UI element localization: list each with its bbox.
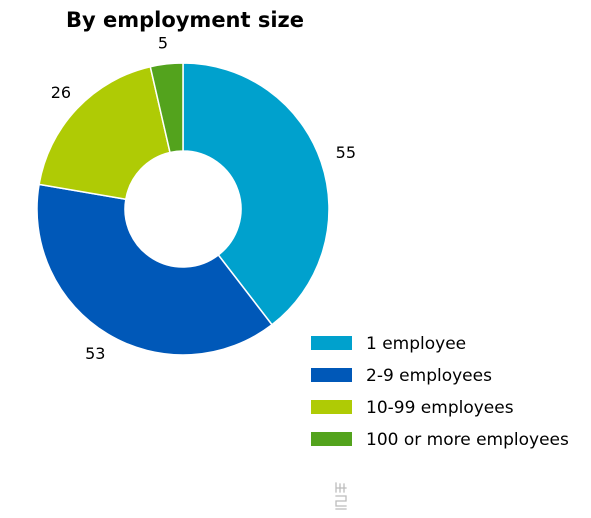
slice-10-99-employees <box>38 65 171 201</box>
legend-swatch-100-or-more-employees <box>311 432 352 446</box>
data-labels: 55 53 26 5 <box>51 34 356 364</box>
data-label-10-99-employees: 26 <box>51 83 71 102</box>
cbs-logo-icon <box>335 482 347 510</box>
chart-title: By employment size <box>66 8 304 32</box>
data-label-100-or-more-employees: 5 <box>158 34 168 53</box>
legend-label-10-99-employees: 10-99 employees <box>366 398 514 418</box>
data-label-1-employee: 55 <box>336 143 356 162</box>
legend-label-1-employee: 1 employee <box>366 334 466 354</box>
legend-swatch-1-employee <box>311 336 352 350</box>
legend-label-2-9-employees: 2-9 employees <box>366 366 492 386</box>
data-label-2-9-employees: 53 <box>85 344 105 363</box>
legend-label-100-or-more-employees: 100 or more employees <box>366 430 569 450</box>
slice-2-9-employees <box>36 183 274 356</box>
donut-slices <box>36 62 330 356</box>
slice-100-or-more-employees <box>149 62 184 154</box>
slice-1-employee <box>182 62 330 326</box>
legend: 1 employee 2-9 employees 10-99 employees 10… <box>311 334 569 450</box>
legend-swatch-10-99-employees <box>311 400 352 414</box>
legend-swatch-2-9-employees <box>311 368 352 382</box>
